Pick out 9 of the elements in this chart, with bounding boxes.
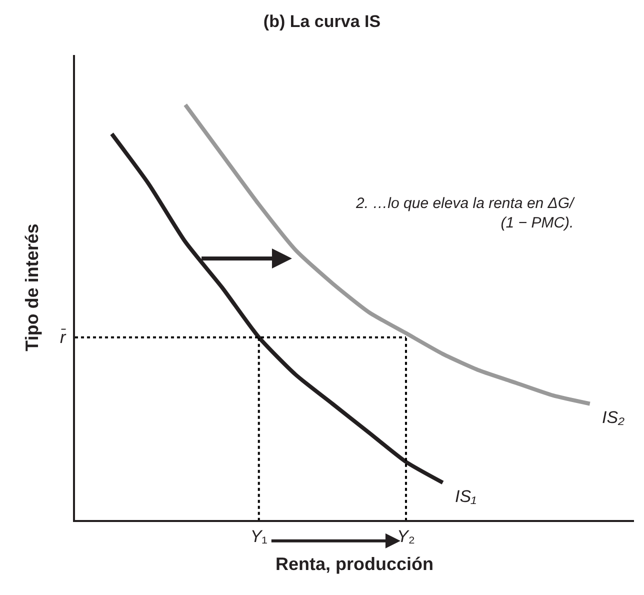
series-label: IS₁ — [455, 487, 476, 506]
chart-title: (b) La curva IS — [263, 12, 381, 31]
x-axis-title: Renta, producción — [275, 554, 434, 574]
x-tick-label: Y₁ — [250, 527, 268, 546]
series-label: IS₂ — [602, 408, 626, 427]
y-axis-title: Tipo de interés — [22, 224, 42, 352]
ref-line-label: r̄ — [60, 328, 67, 347]
x-tick-label: Y₂ — [397, 527, 415, 546]
annotation: 2. …lo que eleva la renta en ΔG/(1 − PMC). — [355, 195, 576, 232]
